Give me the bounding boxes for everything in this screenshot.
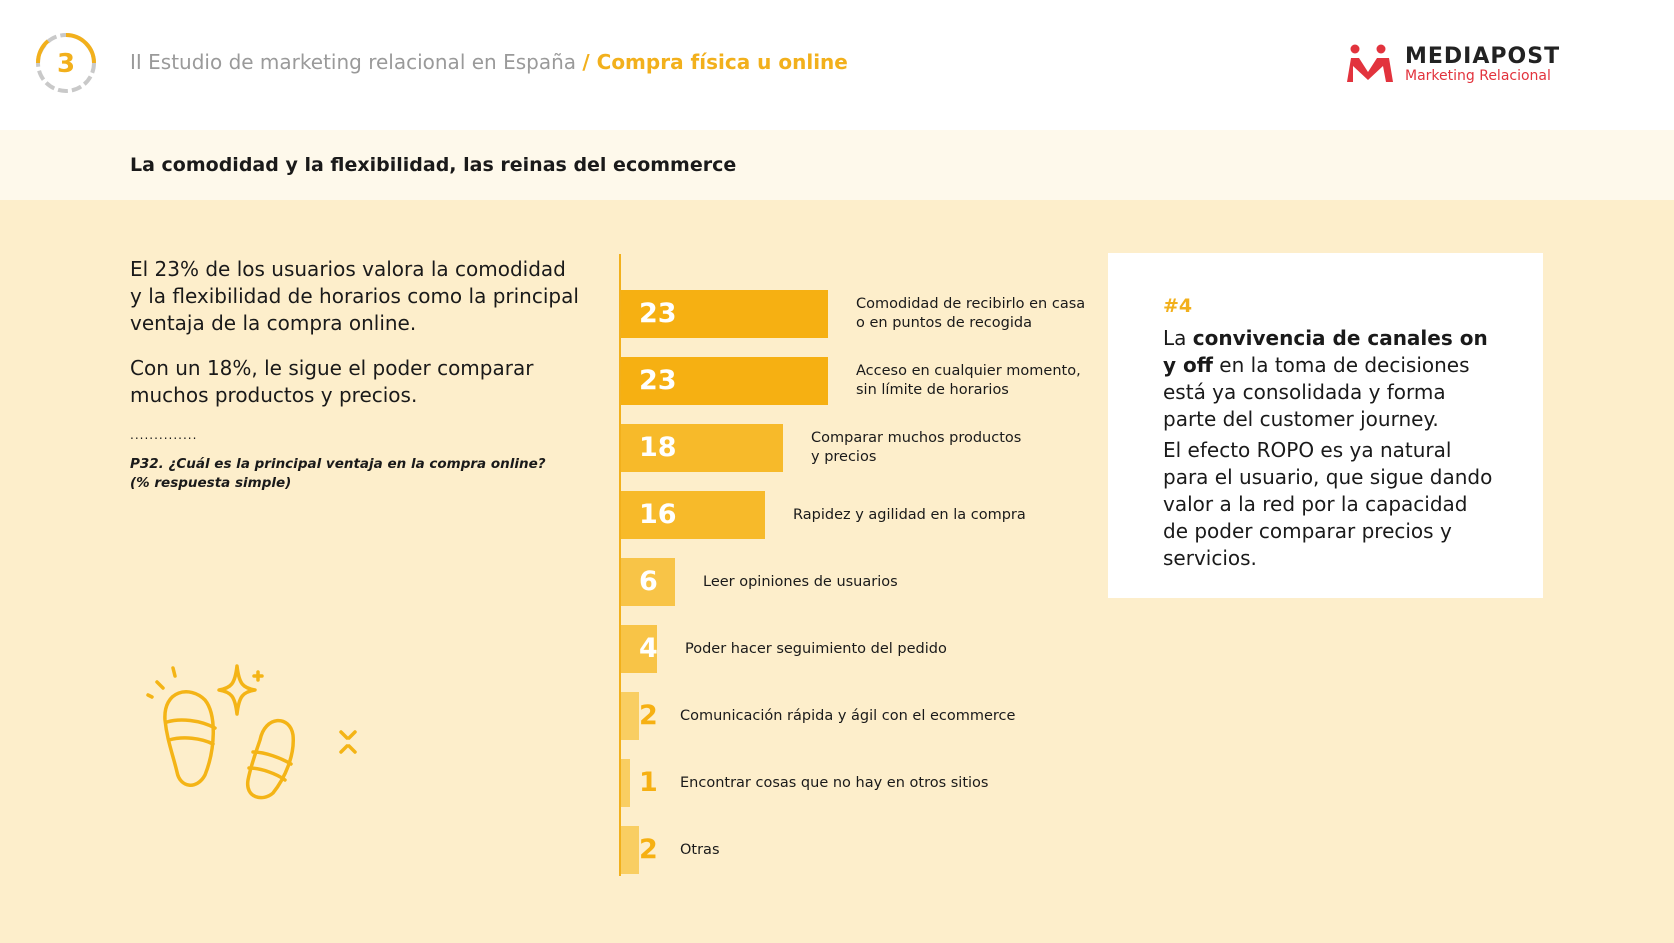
- chart-axis-line: [619, 254, 621, 876]
- bar-9: [621, 826, 639, 874]
- bar-label-line: Rapidez y agilidad en la compra: [793, 506, 1026, 523]
- insight-p1-pre: La: [1163, 326, 1193, 350]
- bar-6: [621, 625, 657, 673]
- bar-value-9: 2: [639, 834, 658, 865]
- bar-label-line: Comodidad de recibirlo en casa: [856, 296, 1086, 312]
- bar-value-4: 16: [639, 499, 677, 530]
- logo-figures-icon: [1347, 44, 1393, 82]
- insight-text: La convivencia de canales on y off en la…: [1163, 325, 1493, 576]
- bar-value-3: 18: [639, 432, 677, 463]
- bar-1: [621, 290, 828, 338]
- section-band: La comodidad y la flexibilidad, las rein…: [0, 130, 1674, 200]
- bar-label-9: Otras: [680, 841, 1082, 860]
- bar-7: [621, 692, 639, 740]
- insight-paragraph-1: La convivencia de canales on y off en la…: [1163, 325, 1493, 433]
- bar-label-2: Acceso en cualquier momento, sin límite d…: [856, 362, 1082, 400]
- study-title: II Estudio de marketing relacional en Es…: [130, 50, 577, 74]
- section-ring-icon: 3: [35, 33, 96, 93]
- bar-label-line: Poder hacer seguimiento del pedido: [685, 640, 947, 657]
- advantages-bar-chart: 23 Comodidad de recibirlo en casa o en pun…: [612, 252, 1086, 878]
- bar-label-1: Comodidad de recibirlo en casa o en punto…: [856, 295, 1086, 333]
- survey-question: P32. ¿Cuál es la principal ventaja en la…: [130, 455, 570, 493]
- dotted-separator: ..............: [130, 428, 198, 442]
- bar-value-8: 1: [639, 767, 658, 798]
- bar-value-6: 4: [639, 633, 658, 664]
- bar-value-7: 2: [639, 700, 658, 731]
- bar-label-line: o en puntos de recogida: [856, 315, 1032, 331]
- logo-tagline: Marketing Relacional: [1405, 68, 1551, 84]
- slide-title: La comodidad y la flexibilidad, las rein…: [130, 154, 737, 176]
- bar-label-line: y precios: [811, 449, 877, 465]
- bar-label-6: Poder hacer seguimiento del pedido: [685, 640, 1082, 659]
- insight-number: #4: [1163, 295, 1193, 317]
- bar-5: [621, 558, 675, 606]
- bar-value-1: 23: [639, 298, 677, 329]
- insight-p1-post: en la toma de decisiones está ya consoli…: [1163, 353, 1470, 431]
- bar-label-line: Encontrar cosas que no hay en otros siti…: [680, 774, 989, 791]
- header-title: II Estudio de marketing relacional en Es…: [130, 50, 848, 74]
- insight-card: #4 La convivencia de canales on y off en…: [1108, 253, 1543, 598]
- survey-question-line-1: P32. ¿Cuál es la principal ventaja en la…: [130, 456, 546, 472]
- bar-3: [621, 424, 783, 472]
- bar-label-line: Comparar muchos productos: [811, 430, 1022, 446]
- intro-text: El 23% de los usuarios valora la comodid…: [130, 256, 580, 427]
- bar-value-5: 6: [639, 566, 658, 597]
- slippers-icon: [118, 664, 357, 830]
- bar-label-4: Rapidez y agilidad en la compra: [793, 506, 1082, 525]
- intro-paragraph-1: El 23% de los usuarios valora la comodid…: [130, 257, 579, 335]
- insight-paragraph-2: El efecto ROPO es ya natural para el usu…: [1163, 438, 1493, 570]
- bar-label-line: Otras: [680, 841, 720, 858]
- study-subtitle: / Compra física u online: [582, 50, 848, 74]
- bar-label-8: Encontrar cosas que no hay en otros siti…: [680, 774, 1082, 793]
- bar-label-line: Acceso en cualquier momento,: [856, 363, 1081, 379]
- bar-label-line: sin límite de horarios: [856, 382, 1009, 398]
- bar-2: [621, 357, 828, 405]
- page-header: 3 II Estudio de marketing relacional en …: [0, 0, 1674, 130]
- bar-8: [621, 759, 630, 807]
- mediapost-logo: MEDIAPOST Marketing Relacional: [1345, 44, 1559, 88]
- survey-question-line-2: (% respuesta simple): [130, 475, 292, 491]
- bar-label-3: Comparar muchos productos y precios: [811, 429, 1082, 467]
- bar-value-2: 23: [639, 365, 677, 396]
- logo-name: MEDIAPOST: [1405, 44, 1561, 69]
- slippers-illustration: [118, 660, 385, 885]
- insight-p1-bold: convivencia de canales on y off: [1163, 326, 1488, 377]
- bar-label-line: Comunicación rápida y ágil con el ecomme…: [680, 707, 1016, 724]
- bar-label-5: Leer opiniones de usuarios: [703, 573, 1082, 592]
- intro-paragraph-2: Con un 18%, le sigue el poder comparar m…: [130, 356, 534, 407]
- section-badge: 3: [34, 31, 98, 95]
- section-number: 3: [57, 49, 75, 79]
- bar-4: [621, 491, 765, 539]
- bar-label-line: Leer opiniones de usuarios: [703, 573, 898, 590]
- bar-label-7: Comunicación rápida y ágil con el ecomme…: [680, 707, 1082, 726]
